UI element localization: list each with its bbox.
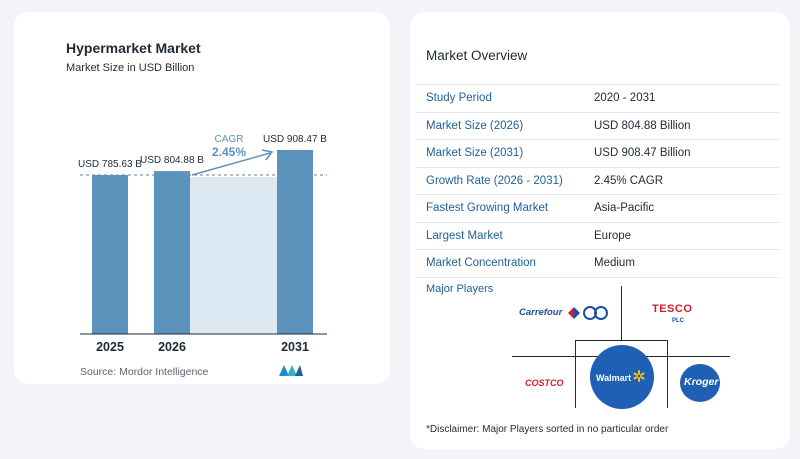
overview-row: Study Period 2020 - 2031: [416, 84, 780, 112]
overview-value: 2.45% CAGR: [594, 174, 664, 187]
mordor-logo-icon: [279, 365, 303, 376]
carrefour-logo: Carrefour: [519, 307, 563, 318]
data-label-2026: USD 804.88 B: [140, 155, 204, 166]
divider-vertical: [621, 286, 622, 340]
overview-row: Market Size (2031) USD 908.47 Billion: [416, 139, 780, 167]
cagr-band: [190, 177, 277, 334]
cagr-arrowhead: [261, 149, 274, 161]
cagr-label: CAGR: [215, 134, 244, 145]
walmart-logo: [590, 345, 654, 409]
bar-2025: [92, 175, 128, 334]
chart-subtitle: Market Size in USD Billion: [66, 62, 195, 74]
overview-label: Largest Market: [426, 229, 503, 242]
tesco-logo: TESCO: [652, 303, 693, 315]
bar-2031: [277, 150, 313, 334]
tick-label-2031: 2031: [281, 340, 309, 354]
walmart-spark-icon: [633, 370, 645, 382]
carrefour-mark-icon: [568, 306, 608, 320]
overview-label: Growth Rate (2026 - 2031): [426, 174, 563, 187]
data-label-2025: USD 785.63 B: [78, 159, 142, 170]
data-label-2031: USD 908.47 B: [263, 134, 327, 145]
disclaimer-text: *Disclaimer: Major Players sorted in no …: [426, 424, 669, 435]
source-text: Source: Mordor Intelligence: [80, 366, 209, 378]
kroger-text: Kroger: [684, 376, 719, 388]
overview-title: Market Overview: [426, 48, 528, 63]
overview-row: Market Size (2026) USD 804.88 Billion: [416, 111, 780, 140]
chart-title: Hypermarket Market: [66, 40, 201, 56]
overview-value: 2020 - 2031: [594, 92, 656, 105]
cagr-value: 2.45%: [212, 145, 246, 159]
divider-vertical: [575, 340, 576, 408]
costco-logo: COSTCO: [525, 378, 564, 388]
overview-row: Fastest Growing Market Asia-Pacific: [416, 194, 780, 222]
overview-table: Study Period 2020 - 2031 Market Size (20…: [416, 84, 780, 278]
walmart-text: Walmart: [596, 373, 632, 383]
cagr-arrow: [191, 152, 271, 176]
tick-label-2026: 2026: [158, 340, 186, 354]
bar-chart: 2025 USD 785.63 B 2026 USD 804.88 B 2031 USD …: [78, 134, 327, 354]
overview-label: Study Period: [426, 92, 492, 105]
divider-horizontal: [575, 340, 668, 341]
overview-value: USD 804.88 Billion: [594, 119, 691, 132]
overview-label: Market Size (2031): [426, 147, 524, 160]
bar-2026: [154, 171, 190, 334]
overview-row: Growth Rate (2026 - 2031) 2.45% CAGR: [416, 166, 780, 195]
tick-label-2025: 2025: [96, 340, 124, 354]
kroger-logo: [680, 364, 720, 402]
overview-value: USD 908.47 Billion: [594, 147, 691, 160]
overview-value: Asia-Pacific: [594, 202, 655, 215]
divider-vertical: [667, 340, 668, 408]
overview-label: Fastest Growing Market: [426, 202, 549, 215]
overview-label: Market Size (2026): [426, 119, 524, 132]
overview-label: Market Concentration: [426, 257, 536, 270]
overview-value: Medium: [594, 257, 635, 270]
overview-value: Europe: [594, 229, 632, 242]
tesco-plc-text: PLC: [672, 318, 684, 324]
major-players-title: Major Players: [426, 283, 494, 295]
overview-row: Market Concentration Medium: [416, 249, 780, 278]
overview-row: Largest Market Europe: [416, 221, 780, 250]
